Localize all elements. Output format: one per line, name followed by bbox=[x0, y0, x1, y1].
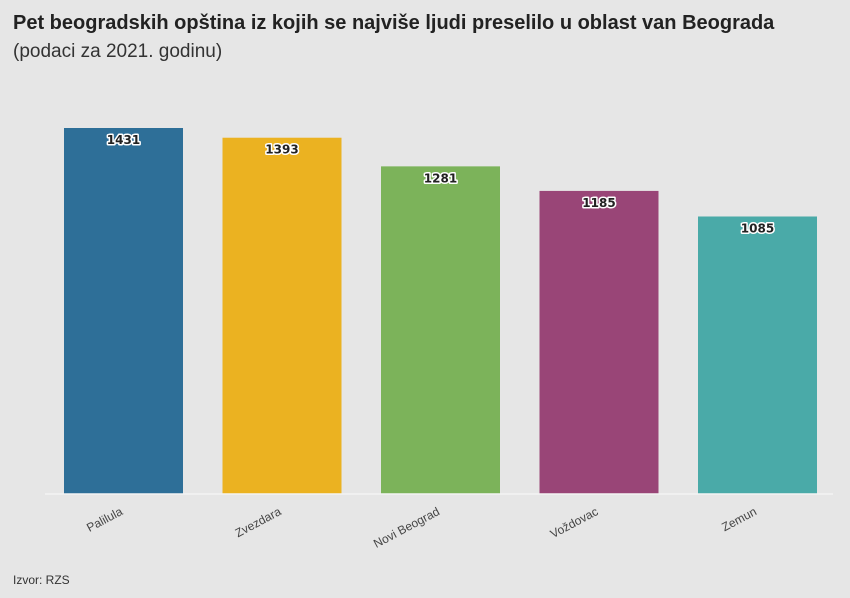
value-label-zvezdara: 1393 bbox=[265, 143, 298, 157]
bar-palilula bbox=[64, 128, 183, 494]
x-tick-label-palilula: Palilula bbox=[84, 504, 125, 535]
value-label-novi-beograd: 1281 bbox=[424, 171, 457, 185]
x-tick-label-zemun: Zemun bbox=[719, 504, 759, 534]
x-tick-label-vo-dovac: Voždovac bbox=[548, 504, 601, 541]
x-tick-labels-group: Palilula Zvezdara Novi Beograd Voždovac Zemu… bbox=[84, 504, 759, 551]
value-label-zemun: 1085 bbox=[741, 221, 774, 235]
value-label-vo-dovac: 1185 bbox=[582, 196, 615, 210]
chart-title: Pet beogradskih opština iz kojih se najv… bbox=[13, 12, 775, 34]
bar-vo-dovac bbox=[539, 190, 659, 494]
source-note: Izvor: RZS bbox=[13, 573, 70, 587]
chart-subtitle: (podaci za 2021. godinu) bbox=[13, 41, 223, 62]
bar-zemun bbox=[698, 216, 817, 495]
bar-novi-beograd bbox=[381, 166, 500, 494]
value-label-palilula: 1431 bbox=[107, 133, 140, 147]
x-tick-label-zvezdara: Zvezdara bbox=[233, 504, 284, 540]
x-tick-label-novi-beograd: Novi Beograd bbox=[371, 504, 442, 551]
value-labels-group: 1431 1393 1281 1185 1085 bbox=[105, 132, 775, 237]
bars-group bbox=[64, 128, 817, 495]
bar-zvezdara bbox=[222, 137, 342, 495]
